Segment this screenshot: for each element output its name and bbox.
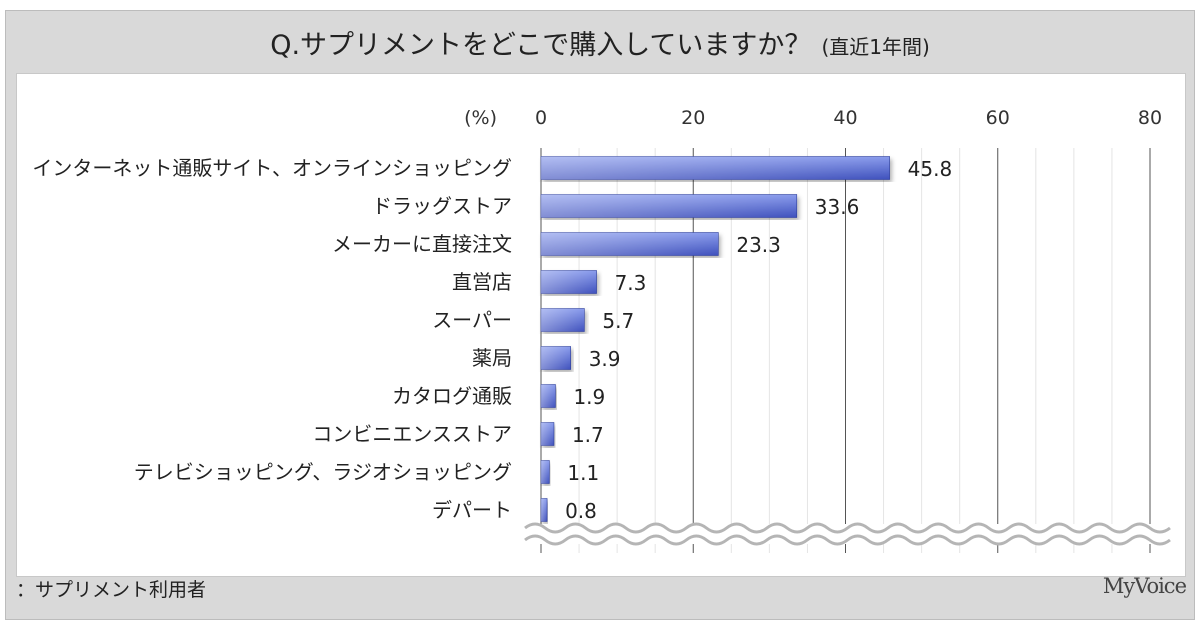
- chart-panel: Q.サプリメントをどこで購入していますか？ (直近1年間): [5, 10, 1195, 620]
- category-label: スーパー: [432, 308, 512, 332]
- category-label: ドラッグストア: [372, 194, 512, 218]
- value-label: 3.9: [589, 347, 621, 371]
- title-text: Q.サプリメントをどこで購入していますか？: [270, 30, 812, 61]
- category-label: メーカーに直接注文: [332, 232, 512, 256]
- footer-note: ：サプリメント利用者: [16, 579, 207, 601]
- value-label: 1.7: [572, 423, 604, 447]
- category-label: カタログ通販: [392, 384, 512, 408]
- myvoice-logo: MyVoice: [1102, 574, 1187, 598]
- title-subtitle: (直近1年間): [821, 35, 930, 59]
- value-label: 5.7: [602, 309, 634, 333]
- unit-label: (%): [464, 107, 497, 129]
- value-label: 7.3: [615, 271, 647, 295]
- bar-highlight: [541, 308, 585, 332]
- x-tick-label: 80: [1138, 107, 1162, 129]
- category-label: インターネット通販サイト、オンラインショッピング: [32, 156, 512, 180]
- x-tick-label: 60: [986, 107, 1010, 129]
- chart-title: Q.サプリメントをどこで購入していますか？ (直近1年間): [6, 11, 1194, 81]
- category-label: 薬局: [472, 346, 512, 370]
- category-label: テレビショッピング、ラジオショッピング: [134, 460, 512, 484]
- category-label: 直営店: [452, 270, 512, 294]
- bar-highlight: [541, 384, 556, 408]
- bar-highlight: [541, 232, 719, 256]
- bar-highlight: [541, 270, 597, 294]
- category-label: デパート: [432, 498, 512, 522]
- value-label: 1.1: [567, 461, 599, 485]
- value-label: 23.3: [736, 233, 781, 257]
- value-label: 1.9: [573, 385, 605, 409]
- x-tick-label: 0: [535, 107, 547, 129]
- axis-break-wave: [524, 534, 1171, 546]
- bar-highlight: [541, 194, 797, 218]
- bar-highlight: [541, 156, 890, 180]
- category-label: コンビニエンスストア: [312, 422, 512, 446]
- x-tick-label: 20: [681, 107, 705, 129]
- bar-highlight: [541, 346, 571, 370]
- bar-highlight: [541, 498, 548, 522]
- bar-highlight: [541, 460, 550, 484]
- axis-break-wave: [524, 522, 1171, 534]
- value-label: 0.8: [565, 499, 597, 523]
- bar-highlight: [541, 422, 554, 446]
- value-label: 45.8: [908, 157, 953, 181]
- value-label: 33.6: [815, 195, 860, 219]
- x-tick-label: 40: [833, 107, 857, 129]
